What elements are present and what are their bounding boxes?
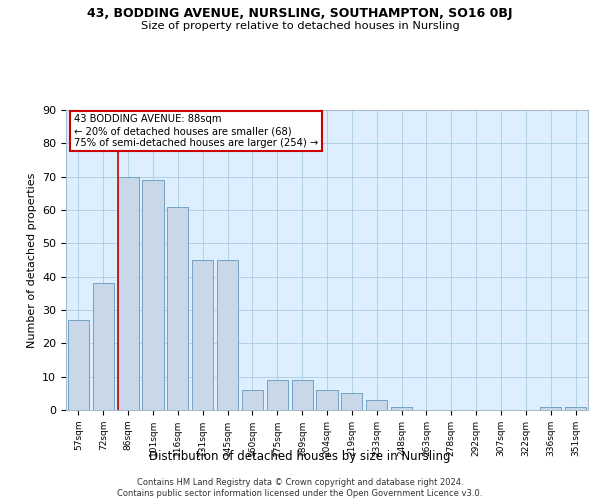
Bar (118, 176, 139, 410)
Bar (366, 400, 387, 410)
Bar (292, 380, 313, 410)
Bar (540, 406, 561, 410)
Bar (93, 284, 114, 410)
Bar (242, 390, 263, 410)
Bar (192, 260, 213, 410)
Bar (565, 406, 586, 410)
Bar (391, 406, 412, 410)
Text: Contains HM Land Registry data © Crown copyright and database right 2024.
Contai: Contains HM Land Registry data © Crown c… (118, 478, 482, 498)
Bar (316, 390, 338, 410)
Y-axis label: Number of detached properties: Number of detached properties (26, 172, 37, 348)
Bar (267, 380, 288, 410)
Bar (68, 320, 89, 410)
Text: 43, BODDING AVENUE, NURSLING, SOUTHAMPTON, SO16 0BJ: 43, BODDING AVENUE, NURSLING, SOUTHAMPTO… (87, 8, 513, 20)
Bar (167, 206, 188, 410)
Bar (142, 180, 164, 410)
Text: Size of property relative to detached houses in Nursling: Size of property relative to detached ho… (140, 21, 460, 31)
Text: 43 BODDING AVENUE: 88sqm
← 20% of detached houses are smaller (68)
75% of semi-d: 43 BODDING AVENUE: 88sqm ← 20% of detach… (74, 114, 318, 148)
Text: Distribution of detached houses by size in Nursling: Distribution of detached houses by size … (149, 450, 451, 463)
Bar (341, 394, 362, 410)
Bar (217, 260, 238, 410)
